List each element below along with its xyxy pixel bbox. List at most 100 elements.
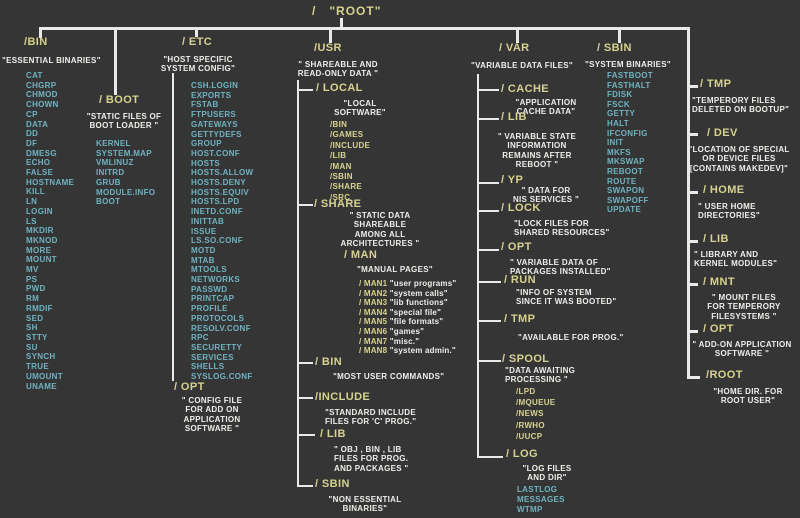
file-item: RM xyxy=(26,294,40,304)
file-item: REBOOT xyxy=(607,166,644,176)
file-item: MOUNT xyxy=(26,255,57,265)
man-page-desc: "lib functions" xyxy=(389,298,448,308)
dir-opt: / OPT xyxy=(703,323,734,335)
dir-boot-desc: "STATIC FILES OF BOOT LOADER " xyxy=(86,112,162,131)
file-item: LS.SO.CONF xyxy=(191,236,243,246)
dir-sbin-desc: "SYSTEM BINARIES" xyxy=(585,60,672,69)
dir-usr-share-man: / MAN xyxy=(344,249,378,261)
file-item: SU xyxy=(26,342,38,352)
connector-etc-drop xyxy=(195,27,198,37)
connector-usr-drop xyxy=(329,27,332,43)
file-item: PROFILE xyxy=(191,304,228,314)
dir-var-lock-desc: "LOCK FILES FOR SHARED RESOURCES" xyxy=(514,219,610,238)
dir-root: /ROOT xyxy=(706,369,743,381)
dir-var-spool-desc: "DATA AWAITING PROCESSING " xyxy=(505,366,576,385)
file-item: FTPUSERS xyxy=(191,110,237,120)
man-page-name: / MAN1 xyxy=(359,279,388,288)
man-page-name: / MAN5 xyxy=(359,317,388,327)
dir-var-spool: / SPOOL xyxy=(502,353,550,365)
dir-var-yp-desc: " DATA FOR NIS SERVICES " xyxy=(512,186,580,205)
connector-var-yp-stub xyxy=(477,182,499,184)
dir-item: /UUCP xyxy=(516,431,543,441)
file-item: HOSTNAME xyxy=(26,177,75,187)
dir-usr-include: /INCLUDE xyxy=(315,391,371,403)
file-item: CP xyxy=(26,109,38,119)
file-item: HOSTS.DENY xyxy=(191,178,247,188)
file-item: FASTHALT xyxy=(607,80,651,90)
file-item: DATA xyxy=(26,119,49,129)
file-item: HOSTS xyxy=(191,158,221,168)
connector-var-log-elbow xyxy=(477,456,503,458)
var-log-file-list: LASTLOG MESSAGES WTMP xyxy=(517,485,565,515)
man-page-desc: "special file" xyxy=(389,307,442,317)
dir-mnt-desc: " MOUNT FILES FOR TEMPERORY FILESYSTEMS … xyxy=(707,293,781,321)
man-page-name: / MAN7 xyxy=(359,336,388,346)
man-page-desc: "system admin." xyxy=(389,346,456,356)
file-item: KERNEL xyxy=(96,139,131,148)
connector-right-tmp-stub xyxy=(687,85,698,88)
file-item: SERVICES xyxy=(191,352,234,362)
dir-usr-lib-desc: " OBJ , BIN , LIB FILES FOR PROG. AND PA… xyxy=(334,445,409,473)
dir-usr-desc: " SHAREABLE AND READ-ONLY DATA " xyxy=(297,60,379,79)
connector-var-lock-stub xyxy=(477,210,499,212)
file-item: LOGIN xyxy=(26,206,53,216)
file-item: EXPORTS xyxy=(191,90,232,100)
file-item: FALSE xyxy=(26,168,54,178)
dir-lib: / LIB xyxy=(703,233,729,245)
file-item: GROUP xyxy=(191,139,222,149)
dir-usr-sbin: / SBIN xyxy=(315,478,350,490)
file-item: TRUE xyxy=(26,362,49,372)
dir-usr-share-man-desc: "MANUAL PAGES" xyxy=(357,265,433,274)
dir-dev: / DEV xyxy=(707,127,738,139)
dir-var-log: / LOG xyxy=(506,448,538,460)
man-page-name: / MAN8 xyxy=(359,346,388,356)
file-item: DMESG xyxy=(26,148,57,158)
dir-item: /BIN xyxy=(330,120,348,129)
sbin-file-list: FASTBOOT FASTHALT FDISK FSCK GETTY HALT IFCONF… xyxy=(607,71,653,215)
file-item: MKFS xyxy=(607,147,631,157)
connector-right-backbone xyxy=(687,27,690,379)
dir-etc-opt: / OPT xyxy=(174,381,205,393)
dir-var-lib: / LIB xyxy=(501,111,527,123)
bin-file-list: CAT CHGRP CHMOD CHOWN CP DATA DD DF DMESG ECHO FAL… xyxy=(26,71,74,391)
dir-home-desc: " USER HOME DIRECTORIES" xyxy=(698,202,760,221)
dir-lib-desc: " LIBRARY AND KERNEL MODULES" xyxy=(694,250,778,269)
dir-var-lib-desc: " VARIABLE STATE INFORMATION REMAINS AFT… xyxy=(497,132,577,170)
dir-item: /SBIN xyxy=(330,172,353,182)
connector-sbin-drop xyxy=(618,27,621,43)
man-page-item: / MAN7 "misc." xyxy=(359,337,456,347)
file-item: FSTAB xyxy=(191,100,219,110)
man-page-item: / MAN1 "user programs" xyxy=(359,279,456,289)
man-page-list: / MAN1 "user programs" / MAN2 "system cal… xyxy=(359,279,456,356)
man-page-item: / MAN3 "lib functions" xyxy=(359,298,456,308)
connector-right-opt-stub xyxy=(687,330,698,333)
file-item: CAT xyxy=(26,71,43,80)
dir-usr-bin-desc: "MOST USER COMMANDS" xyxy=(333,372,445,381)
man-page-name: / MAN4 xyxy=(359,307,388,317)
file-item: SWAPOFF xyxy=(607,195,649,205)
file-item: WTMP xyxy=(517,505,543,514)
dir-item: /INCLUDE xyxy=(330,140,371,150)
dir-var-run-desc: "INFO OF SYSTEM SINCE IT WAS BOOTED" xyxy=(516,288,617,307)
connector-usr-lib-stub xyxy=(297,434,315,436)
connector-etc-backbone xyxy=(172,73,174,381)
file-item: PROTOCOLS xyxy=(191,313,245,323)
connector-var-lib-stub xyxy=(477,118,499,120)
connector-usr-sbin-stub xyxy=(297,485,313,487)
connector-boot-drop xyxy=(114,27,117,95)
connector-var-drop xyxy=(516,27,519,43)
dir-usr-sbin-desc: "NON ESSENTIAL BINARIES" xyxy=(328,495,402,514)
file-item: HOSTS.ALLOW xyxy=(191,168,254,178)
man-page-name: / MAN2 xyxy=(359,288,388,298)
man-page-item: / MAN6 "games" xyxy=(359,327,456,337)
file-item: HOST.CONF xyxy=(191,148,240,158)
file-item: PASSWD xyxy=(191,284,228,294)
dir-var-desc: "VARIABLE DATA FILES" xyxy=(471,61,574,70)
file-item: STTY xyxy=(26,332,48,342)
root-node-label: / "ROOT" xyxy=(312,4,382,18)
dir-item: /LIB xyxy=(330,151,347,161)
dir-opt-desc: " ADD-ON APPLICATION SOFTWARE " xyxy=(692,340,792,359)
dir-usr-lib: / LIB xyxy=(320,428,346,440)
connector-right-root-elbow xyxy=(687,376,700,379)
